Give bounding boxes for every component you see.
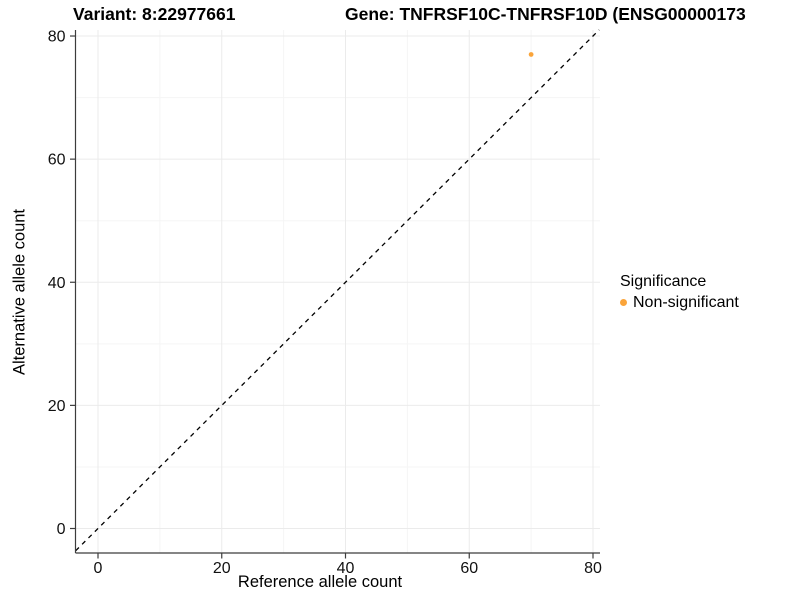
legend-item-label: Non-significant	[633, 294, 739, 311]
y-tick-label: 80	[48, 29, 66, 46]
x-tick-label: 0	[94, 560, 103, 577]
x-axis-title: Reference allele count	[237, 573, 403, 591]
legend-item-non-significant: Non-significant	[620, 293, 739, 312]
y-tick-label: 0	[57, 521, 66, 538]
legend-title: Significance	[620, 273, 707, 290]
data-point	[528, 52, 534, 57]
identity-dashed-line	[75, 29, 600, 552]
legend: Significance Non-significant	[620, 272, 739, 312]
y-axis-title: Alternative allele count	[10, 208, 29, 376]
x-tick-label: 20	[213, 560, 231, 577]
legend-marker-icon	[620, 299, 627, 306]
x-tick-label: 80	[584, 560, 602, 577]
y-tick-label: 60	[48, 152, 66, 169]
y-tick-label: 20	[48, 398, 66, 415]
x-tick-label: 60	[460, 560, 478, 577]
x-tick-label: 40	[337, 560, 355, 577]
plot-title-variant: Variant: 8:22977661	[73, 4, 236, 24]
y-tick-label: 40	[48, 275, 66, 292]
plot-title-gene: Gene: TNFRSF10C-TNFRSF10D (ENSG00000173	[345, 4, 746, 24]
